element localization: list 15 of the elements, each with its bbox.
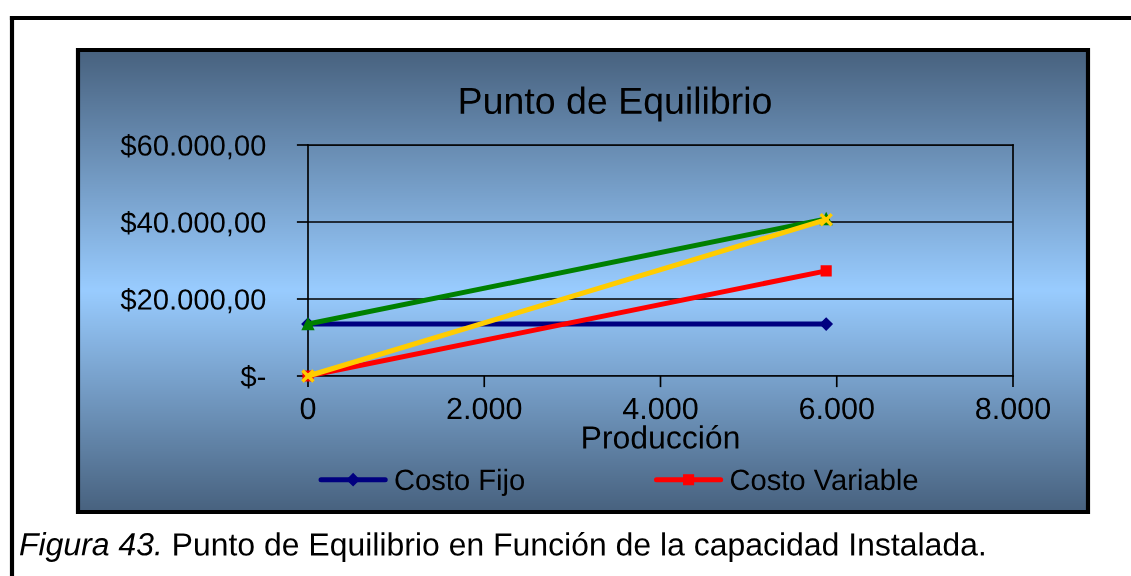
legend-label: Costo Fijo bbox=[395, 468, 525, 496]
chart-title: Punto de Equilibrio bbox=[460, 86, 771, 122]
x-tick-label: 6.000 bbox=[800, 397, 874, 420]
legend-label: Costo Variable bbox=[730, 468, 918, 491]
x-tick-label: 4.000 bbox=[622, 397, 698, 420]
y-tick-label: $- bbox=[240, 364, 266, 389]
x-tick-label: 2.000 bbox=[447, 397, 522, 420]
text: Punto de Equilibrio en Función de la capacidad Instalada. bbox=[174, 531, 984, 563]
y-tick-label: $60.000,00 bbox=[120, 133, 266, 160]
x-tick-label: 8.000 bbox=[976, 397, 1051, 420]
x-tick-label: 0 bbox=[300, 397, 316, 420]
y-tick-label: $20.000,00 bbox=[120, 287, 266, 314]
y-tick-label: $40.000,00 bbox=[120, 210, 266, 237]
x-axis-title: Producción bbox=[583, 424, 739, 449]
text: Figura 43. bbox=[19, 532, 159, 562]
